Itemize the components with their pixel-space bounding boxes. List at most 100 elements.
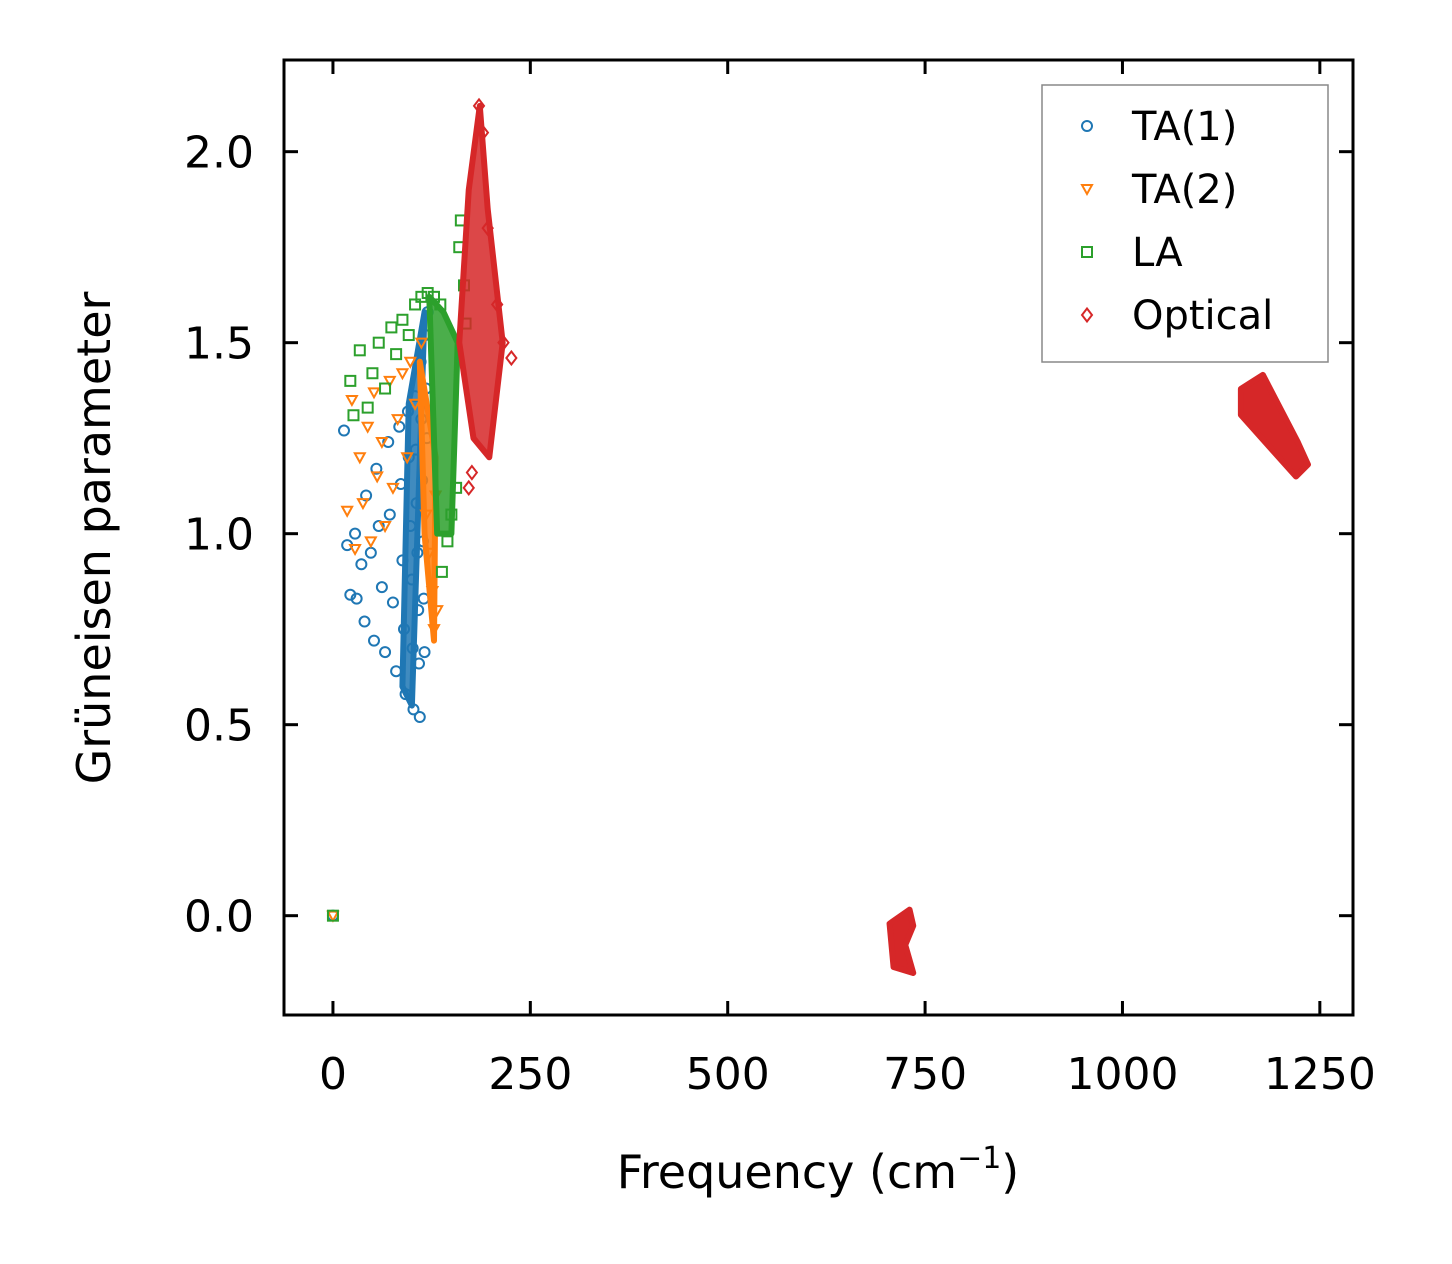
series-optical	[456, 97, 1311, 976]
data-point	[399, 688, 412, 701]
data-point	[412, 604, 425, 617]
series-ta-2-	[326, 337, 444, 923]
data-point	[421, 287, 434, 300]
y-axis-title: Grüneisen parameter	[67, 291, 121, 784]
data-point	[408, 398, 422, 411]
data-point	[383, 508, 396, 521]
data-point	[378, 521, 392, 534]
data-point	[402, 329, 415, 342]
y-tick-label: 2.0	[184, 128, 254, 179]
data-point	[364, 536, 378, 549]
data-point	[386, 482, 400, 495]
data-point	[347, 409, 360, 422]
data-point	[413, 711, 426, 724]
data-point	[415, 290, 428, 303]
data-point	[445, 508, 458, 521]
data-point	[344, 588, 357, 601]
x-tick-label: 1250	[1264, 1049, 1376, 1100]
data-point	[400, 452, 414, 465]
data-point	[403, 356, 418, 369]
data-point	[348, 543, 362, 557]
data-point	[428, 290, 441, 303]
data-point	[404, 520, 417, 533]
data-point	[372, 336, 385, 349]
series-la	[326, 214, 472, 922]
data-point	[370, 471, 384, 484]
data-point	[379, 646, 392, 659]
data-point	[353, 344, 366, 357]
data-point	[398, 623, 411, 636]
dense-point-cloud	[456, 102, 506, 461]
legend-marker	[1081, 246, 1093, 258]
data-point	[361, 401, 374, 414]
data-point	[406, 642, 419, 655]
data-point	[465, 464, 479, 481]
data-point	[490, 296, 504, 313]
data-point	[422, 547, 436, 560]
data-point	[360, 421, 375, 434]
legend-label: TA(1)	[1131, 104, 1237, 150]
data-point	[476, 124, 490, 141]
y-tick-label: 1.5	[184, 319, 254, 370]
plot-area	[326, 97, 1311, 976]
data-point	[345, 394, 359, 408]
y-tick-label: 0.5	[184, 701, 254, 752]
data-point	[353, 452, 367, 465]
data-point	[481, 219, 494, 237]
data-point	[411, 546, 424, 559]
data-point	[441, 535, 454, 548]
x-tick-label: 250	[488, 1049, 572, 1100]
legend-marker	[1080, 306, 1094, 324]
data-point	[370, 462, 383, 475]
legend-marker	[1081, 120, 1093, 132]
data-point	[407, 703, 420, 716]
data-point	[427, 624, 441, 637]
data-point	[350, 592, 363, 605]
dense-point-cloud	[416, 358, 439, 644]
x-axis-title: Frequency (cm−1)	[617, 1141, 1020, 1199]
data-point	[395, 368, 410, 381]
data-point	[430, 605, 444, 618]
data-point	[375, 437, 389, 450]
data-point	[355, 558, 368, 571]
data-point	[379, 382, 392, 395]
data-point	[356, 498, 370, 511]
optical-cluster	[886, 906, 917, 976]
data-point	[505, 349, 518, 367]
data-point	[414, 337, 429, 350]
data-point	[462, 479, 476, 496]
data-point	[326, 909, 339, 922]
data-point	[349, 527, 362, 540]
data-point	[390, 348, 403, 361]
data-point	[434, 298, 447, 311]
data-point	[413, 657, 426, 670]
data-point	[390, 414, 405, 427]
legend-label: Optical	[1132, 293, 1273, 339]
data-point	[367, 387, 381, 400]
data-point	[396, 554, 409, 567]
data-point	[425, 585, 440, 599]
data-point	[472, 97, 486, 114]
x-tick-label: 500	[686, 1049, 770, 1100]
data-point	[401, 405, 414, 418]
x-tick-label: 0	[319, 1049, 347, 1100]
data-point	[338, 424, 351, 437]
x-tick-label: 1000	[1066, 1049, 1178, 1100]
data-point	[435, 565, 448, 578]
data-point	[383, 375, 397, 388]
data-point	[450, 481, 463, 494]
legend: TA(1) TA(2) LA Optical	[1041, 84, 1329, 363]
data-point	[368, 634, 381, 647]
data-point	[419, 509, 433, 522]
legend-marker	[1080, 184, 1094, 197]
data-point	[409, 298, 422, 311]
data-point	[375, 581, 388, 594]
plot-frame	[282, 58, 1355, 1017]
legend-label: LA	[1132, 230, 1183, 276]
data-point	[497, 334, 510, 351]
y-axis: 0.0 0.5 1.0 1.5 2.0	[184, 128, 1353, 943]
data-point	[366, 367, 379, 380]
data-point	[364, 546, 377, 559]
data-point	[405, 573, 418, 586]
